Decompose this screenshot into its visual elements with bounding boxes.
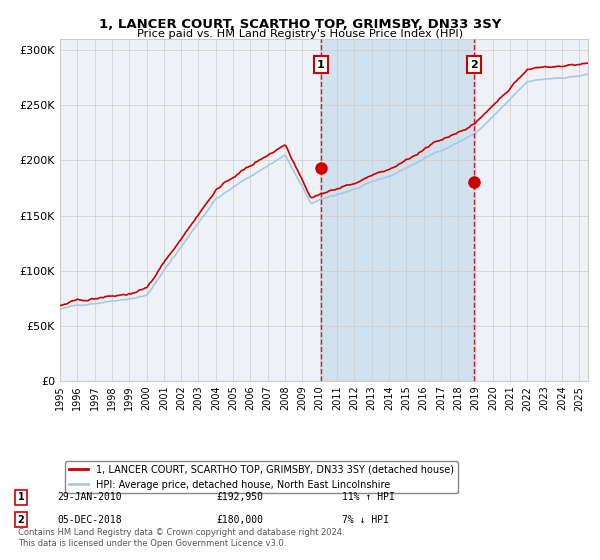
Text: £192,950: £192,950 bbox=[216, 492, 263, 502]
Text: 1: 1 bbox=[317, 59, 325, 69]
Text: 2: 2 bbox=[470, 59, 478, 69]
Text: 29-JAN-2010: 29-JAN-2010 bbox=[57, 492, 122, 502]
Text: 05-DEC-2018: 05-DEC-2018 bbox=[57, 515, 122, 525]
Text: 11% ↑ HPI: 11% ↑ HPI bbox=[342, 492, 395, 502]
Legend: 1, LANCER COURT, SCARTHO TOP, GRIMSBY, DN33 3SY (detached house), HPI: Average p: 1, LANCER COURT, SCARTHO TOP, GRIMSBY, D… bbox=[65, 461, 458, 493]
Text: 1, LANCER COURT, SCARTHO TOP, GRIMSBY, DN33 3SY: 1, LANCER COURT, SCARTHO TOP, GRIMSBY, D… bbox=[99, 18, 501, 31]
Bar bbox=[321, 39, 474, 381]
Text: 2: 2 bbox=[17, 515, 25, 525]
Text: Contains HM Land Registry data © Crown copyright and database right 2024.
This d: Contains HM Land Registry data © Crown c… bbox=[18, 528, 344, 548]
Text: 7% ↓ HPI: 7% ↓ HPI bbox=[342, 515, 389, 525]
Text: 1: 1 bbox=[17, 492, 25, 502]
Text: Price paid vs. HM Land Registry's House Price Index (HPI): Price paid vs. HM Land Registry's House … bbox=[137, 29, 463, 39]
Text: £180,000: £180,000 bbox=[216, 515, 263, 525]
